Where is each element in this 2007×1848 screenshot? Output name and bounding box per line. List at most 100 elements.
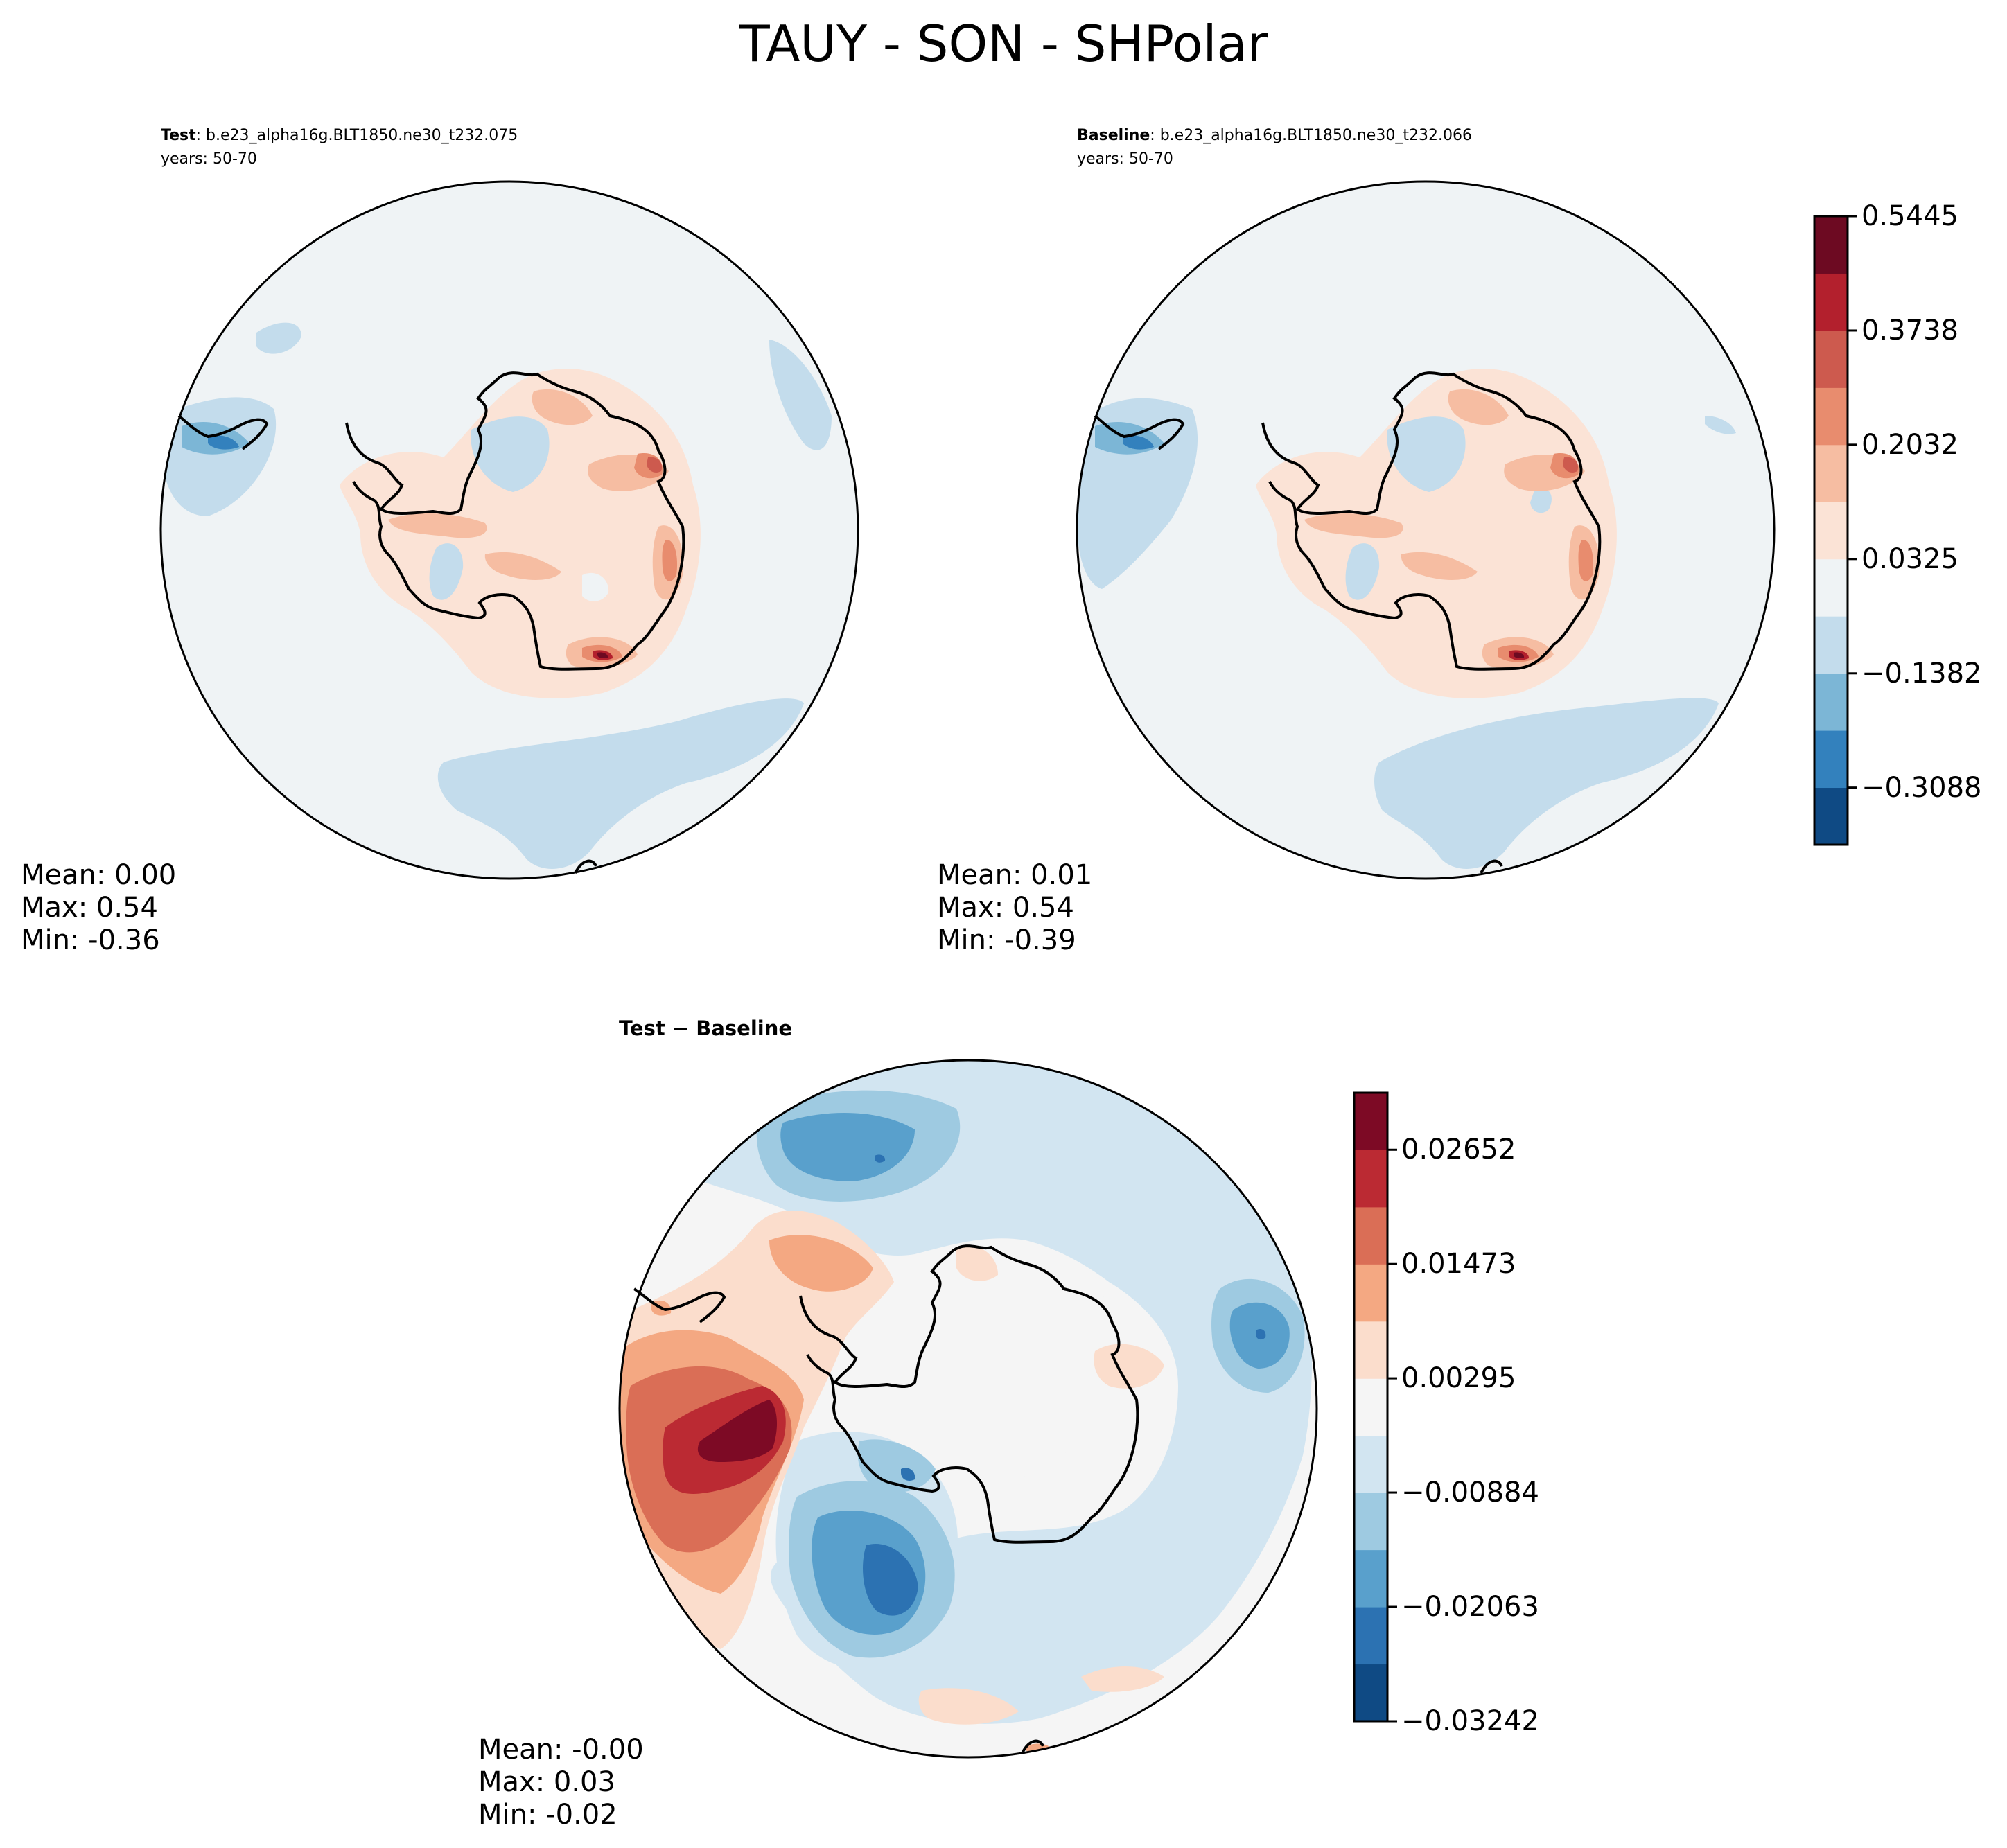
baseline-years: years: 50-70 bbox=[1077, 150, 1173, 168]
map-difference-contour-neutral bbox=[946, 1263, 1116, 1477]
baseline-stats: Mean: 0.01 Max: 0.54 Min: -0.39 bbox=[937, 859, 1092, 957]
map-test-contour-positive bbox=[597, 652, 608, 658]
map-test bbox=[159, 180, 859, 880]
map-baseline-contour-positive bbox=[1448, 389, 1509, 425]
baseline-mean: Mean: 0.01 bbox=[937, 859, 1093, 891]
map-difference-contour-positive bbox=[769, 1235, 873, 1292]
map-baseline-contour-blue bbox=[1345, 543, 1380, 600]
colorbar-bottom-segment bbox=[1354, 1549, 1387, 1608]
map-baseline-contour-blue bbox=[1705, 416, 1736, 434]
map-test-contour-blue bbox=[256, 322, 301, 354]
colorbar-bottom-frame bbox=[1353, 1091, 1389, 1723]
baseline-label-bold: Baseline bbox=[1077, 127, 1150, 144]
map-difference-contour-negative bbox=[863, 1544, 918, 1616]
colorbar-top-segment bbox=[1814, 387, 1848, 446]
map-test-coastline bbox=[574, 859, 597, 874]
colorbar-top-segment bbox=[1814, 216, 1848, 274]
test-mean: Mean: 0.00 bbox=[21, 859, 177, 891]
colorbar-top-tick-label: 0.5445 bbox=[1861, 200, 1958, 232]
colorbar-bottom-segment bbox=[1354, 1093, 1387, 1150]
map-difference-boundary bbox=[618, 1059, 1318, 1759]
colorbar-bottom-tick-label: −0.03242 bbox=[1401, 1705, 1539, 1737]
colorbar-top-tick-label: 0.0325 bbox=[1861, 543, 1958, 575]
colorbar-bottom-segment bbox=[1354, 1264, 1387, 1322]
colorbar-bottom-segment bbox=[1354, 1150, 1387, 1208]
difference-mean: Mean: -0.00 bbox=[478, 1734, 644, 1766]
map-baseline-contour-positive bbox=[1401, 552, 1478, 580]
colorbar-bottom-tick-label: −0.00884 bbox=[1401, 1477, 1539, 1509]
map-difference-coastline bbox=[633, 1287, 726, 1323]
baseline-label-rest: : b.e23_alpha16g.BLT1850.ne30_t232.066 bbox=[1150, 127, 1472, 144]
test-max: Max: 0.54 bbox=[21, 892, 158, 924]
map-difference-contour-negative bbox=[780, 1113, 915, 1181]
colorbar-top bbox=[1813, 215, 1857, 846]
figure-title: TAUY - SON - SHPolar bbox=[739, 15, 1268, 73]
colorbar-top-tick-label: −0.3088 bbox=[1861, 771, 1982, 804]
colorbar-top-segment bbox=[1814, 787, 1848, 845]
colorbar-bottom-segment bbox=[1354, 1206, 1387, 1265]
map-test-contour-positive bbox=[484, 552, 561, 580]
test-years: years: 50-70 bbox=[161, 150, 257, 168]
colorbar-bottom-segment bbox=[1354, 1664, 1387, 1722]
test-min: Min: -0.36 bbox=[21, 924, 160, 956]
map-difference-contour-negative bbox=[693, 1060, 1313, 1724]
map-baseline-contour-positive bbox=[1256, 368, 1617, 698]
colorbar-top-segment bbox=[1814, 616, 1848, 674]
map-baseline-coastline bbox=[1480, 859, 1503, 874]
map-test-contour-blue bbox=[582, 572, 609, 601]
colorbar-top-segment bbox=[1814, 558, 1848, 617]
map-baseline-coastline bbox=[1261, 371, 1602, 671]
map-test-contour-positive bbox=[662, 540, 678, 581]
colorbar-top-segment bbox=[1814, 730, 1848, 789]
difference-title: Test − Baseline bbox=[619, 1017, 793, 1040]
map-baseline bbox=[1076, 180, 1776, 880]
map-baseline-contour-blue bbox=[1530, 488, 1552, 513]
map-baseline-contour-positive bbox=[1514, 652, 1525, 658]
test-label-bold: Test bbox=[161, 127, 196, 144]
colorbar-top-frame bbox=[1813, 215, 1849, 846]
difference-min: Min: -0.02 bbox=[478, 1799, 617, 1831]
colorbar-bottom-segment bbox=[1354, 1607, 1387, 1665]
map-difference-contour-positive bbox=[956, 1245, 998, 1281]
map-test-contour-positive bbox=[388, 513, 487, 538]
map-difference-contour-positive bbox=[1081, 1666, 1164, 1692]
map-test-coastline bbox=[177, 414, 269, 450]
map-test-boundary bbox=[159, 180, 859, 880]
colorbar-top-segment bbox=[1814, 502, 1848, 560]
colorbar-top-tick-label: −0.1382 bbox=[1861, 657, 1982, 689]
map-test-contour-positive bbox=[647, 457, 663, 473]
map-difference-contour-negative bbox=[857, 1439, 936, 1493]
baseline-subtitle: Baseline: b.e23_alpha16g.BLT1850.ne30_t2… bbox=[1077, 126, 1472, 145]
colorbar-top-segment bbox=[1814, 330, 1848, 388]
colorbar-bottom-segment bbox=[1354, 1321, 1387, 1379]
map-difference bbox=[618, 1059, 1318, 1759]
colorbar-top-segment bbox=[1814, 444, 1848, 502]
map-baseline-contour-positive bbox=[1578, 540, 1594, 581]
map-difference-contour-positive bbox=[697, 1400, 778, 1462]
baseline-max: Max: 0.54 bbox=[937, 892, 1074, 924]
map-difference-contour-negative bbox=[875, 1154, 886, 1163]
map-difference-coastline bbox=[799, 1244, 1139, 1544]
map-test-contour-blue bbox=[471, 416, 550, 492]
map-difference-contour-negative bbox=[1256, 1329, 1266, 1340]
colorbar-bottom-tick-label: 0.02652 bbox=[1401, 1134, 1516, 1166]
map-test-contour-blue bbox=[429, 543, 464, 600]
map-difference-contour-positive bbox=[918, 1688, 1019, 1725]
map-baseline-contour-positive bbox=[1304, 513, 1403, 538]
map-difference-contour-negative bbox=[901, 1468, 915, 1481]
colorbar-bottom bbox=[1353, 1091, 1397, 1723]
map-baseline-coastline bbox=[1094, 414, 1185, 450]
baseline-min: Min: -0.39 bbox=[937, 924, 1076, 956]
map-test-coastline bbox=[345, 371, 685, 671]
map-baseline-contour-positive bbox=[1563, 457, 1579, 473]
test-stats: Mean: 0.00 Max: 0.54 Min: -0.36 bbox=[21, 859, 176, 957]
colorbar-bottom-segment bbox=[1354, 1378, 1387, 1436]
colorbar-top-segment bbox=[1814, 273, 1848, 331]
map-test-contour-blue bbox=[769, 340, 832, 450]
test-label-rest: : b.e23_alpha16g.BLT1850.ne30_t232.075 bbox=[195, 127, 518, 144]
colorbar-top-segment bbox=[1814, 673, 1848, 731]
test-subtitle: Test: b.e23_alpha16g.BLT1850.ne30_t232.0… bbox=[161, 126, 518, 145]
map-baseline-contour-blue bbox=[1387, 416, 1466, 492]
difference-stats: Mean: -0.00 Max: 0.03 Min: -0.02 bbox=[478, 1734, 644, 1831]
